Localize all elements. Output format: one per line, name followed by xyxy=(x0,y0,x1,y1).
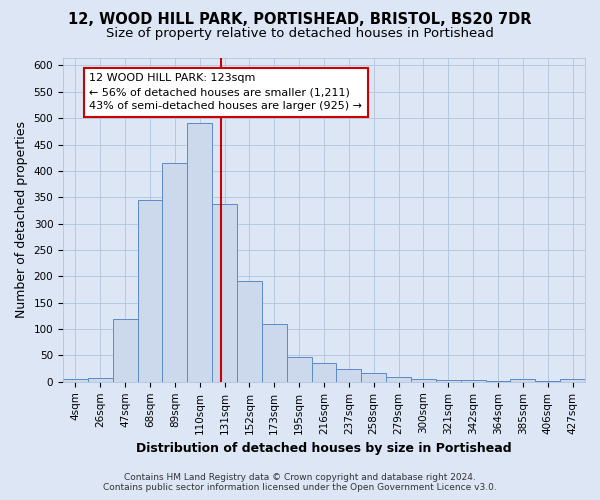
Y-axis label: Number of detached properties: Number of detached properties xyxy=(15,121,28,318)
Bar xyxy=(535,381,560,382)
Bar xyxy=(560,379,585,382)
Bar xyxy=(511,379,535,382)
Text: Contains HM Land Registry data © Crown copyright and database right 2024.
Contai: Contains HM Land Registry data © Crown c… xyxy=(103,473,497,492)
Bar xyxy=(163,163,187,382)
Bar xyxy=(311,364,337,382)
Bar xyxy=(337,368,361,382)
Bar xyxy=(461,380,485,382)
X-axis label: Distribution of detached houses by size in Portishead: Distribution of detached houses by size … xyxy=(136,442,512,455)
Text: Size of property relative to detached houses in Portishead: Size of property relative to detached ho… xyxy=(106,28,494,40)
Bar xyxy=(137,200,163,382)
Bar xyxy=(361,374,386,382)
Bar xyxy=(287,356,311,382)
Bar xyxy=(187,124,212,382)
Bar xyxy=(63,379,88,382)
Bar xyxy=(212,204,237,382)
Bar xyxy=(485,381,511,382)
Bar xyxy=(237,280,262,382)
Text: 12 WOOD HILL PARK: 123sqm
← 56% of detached houses are smaller (1,211)
43% of se: 12 WOOD HILL PARK: 123sqm ← 56% of detac… xyxy=(89,74,362,112)
Bar xyxy=(88,378,113,382)
Bar xyxy=(262,324,287,382)
Bar xyxy=(386,376,411,382)
Bar xyxy=(436,380,461,382)
Bar xyxy=(113,318,137,382)
Bar xyxy=(411,379,436,382)
Text: 12, WOOD HILL PARK, PORTISHEAD, BRISTOL, BS20 7DR: 12, WOOD HILL PARK, PORTISHEAD, BRISTOL,… xyxy=(68,12,532,28)
